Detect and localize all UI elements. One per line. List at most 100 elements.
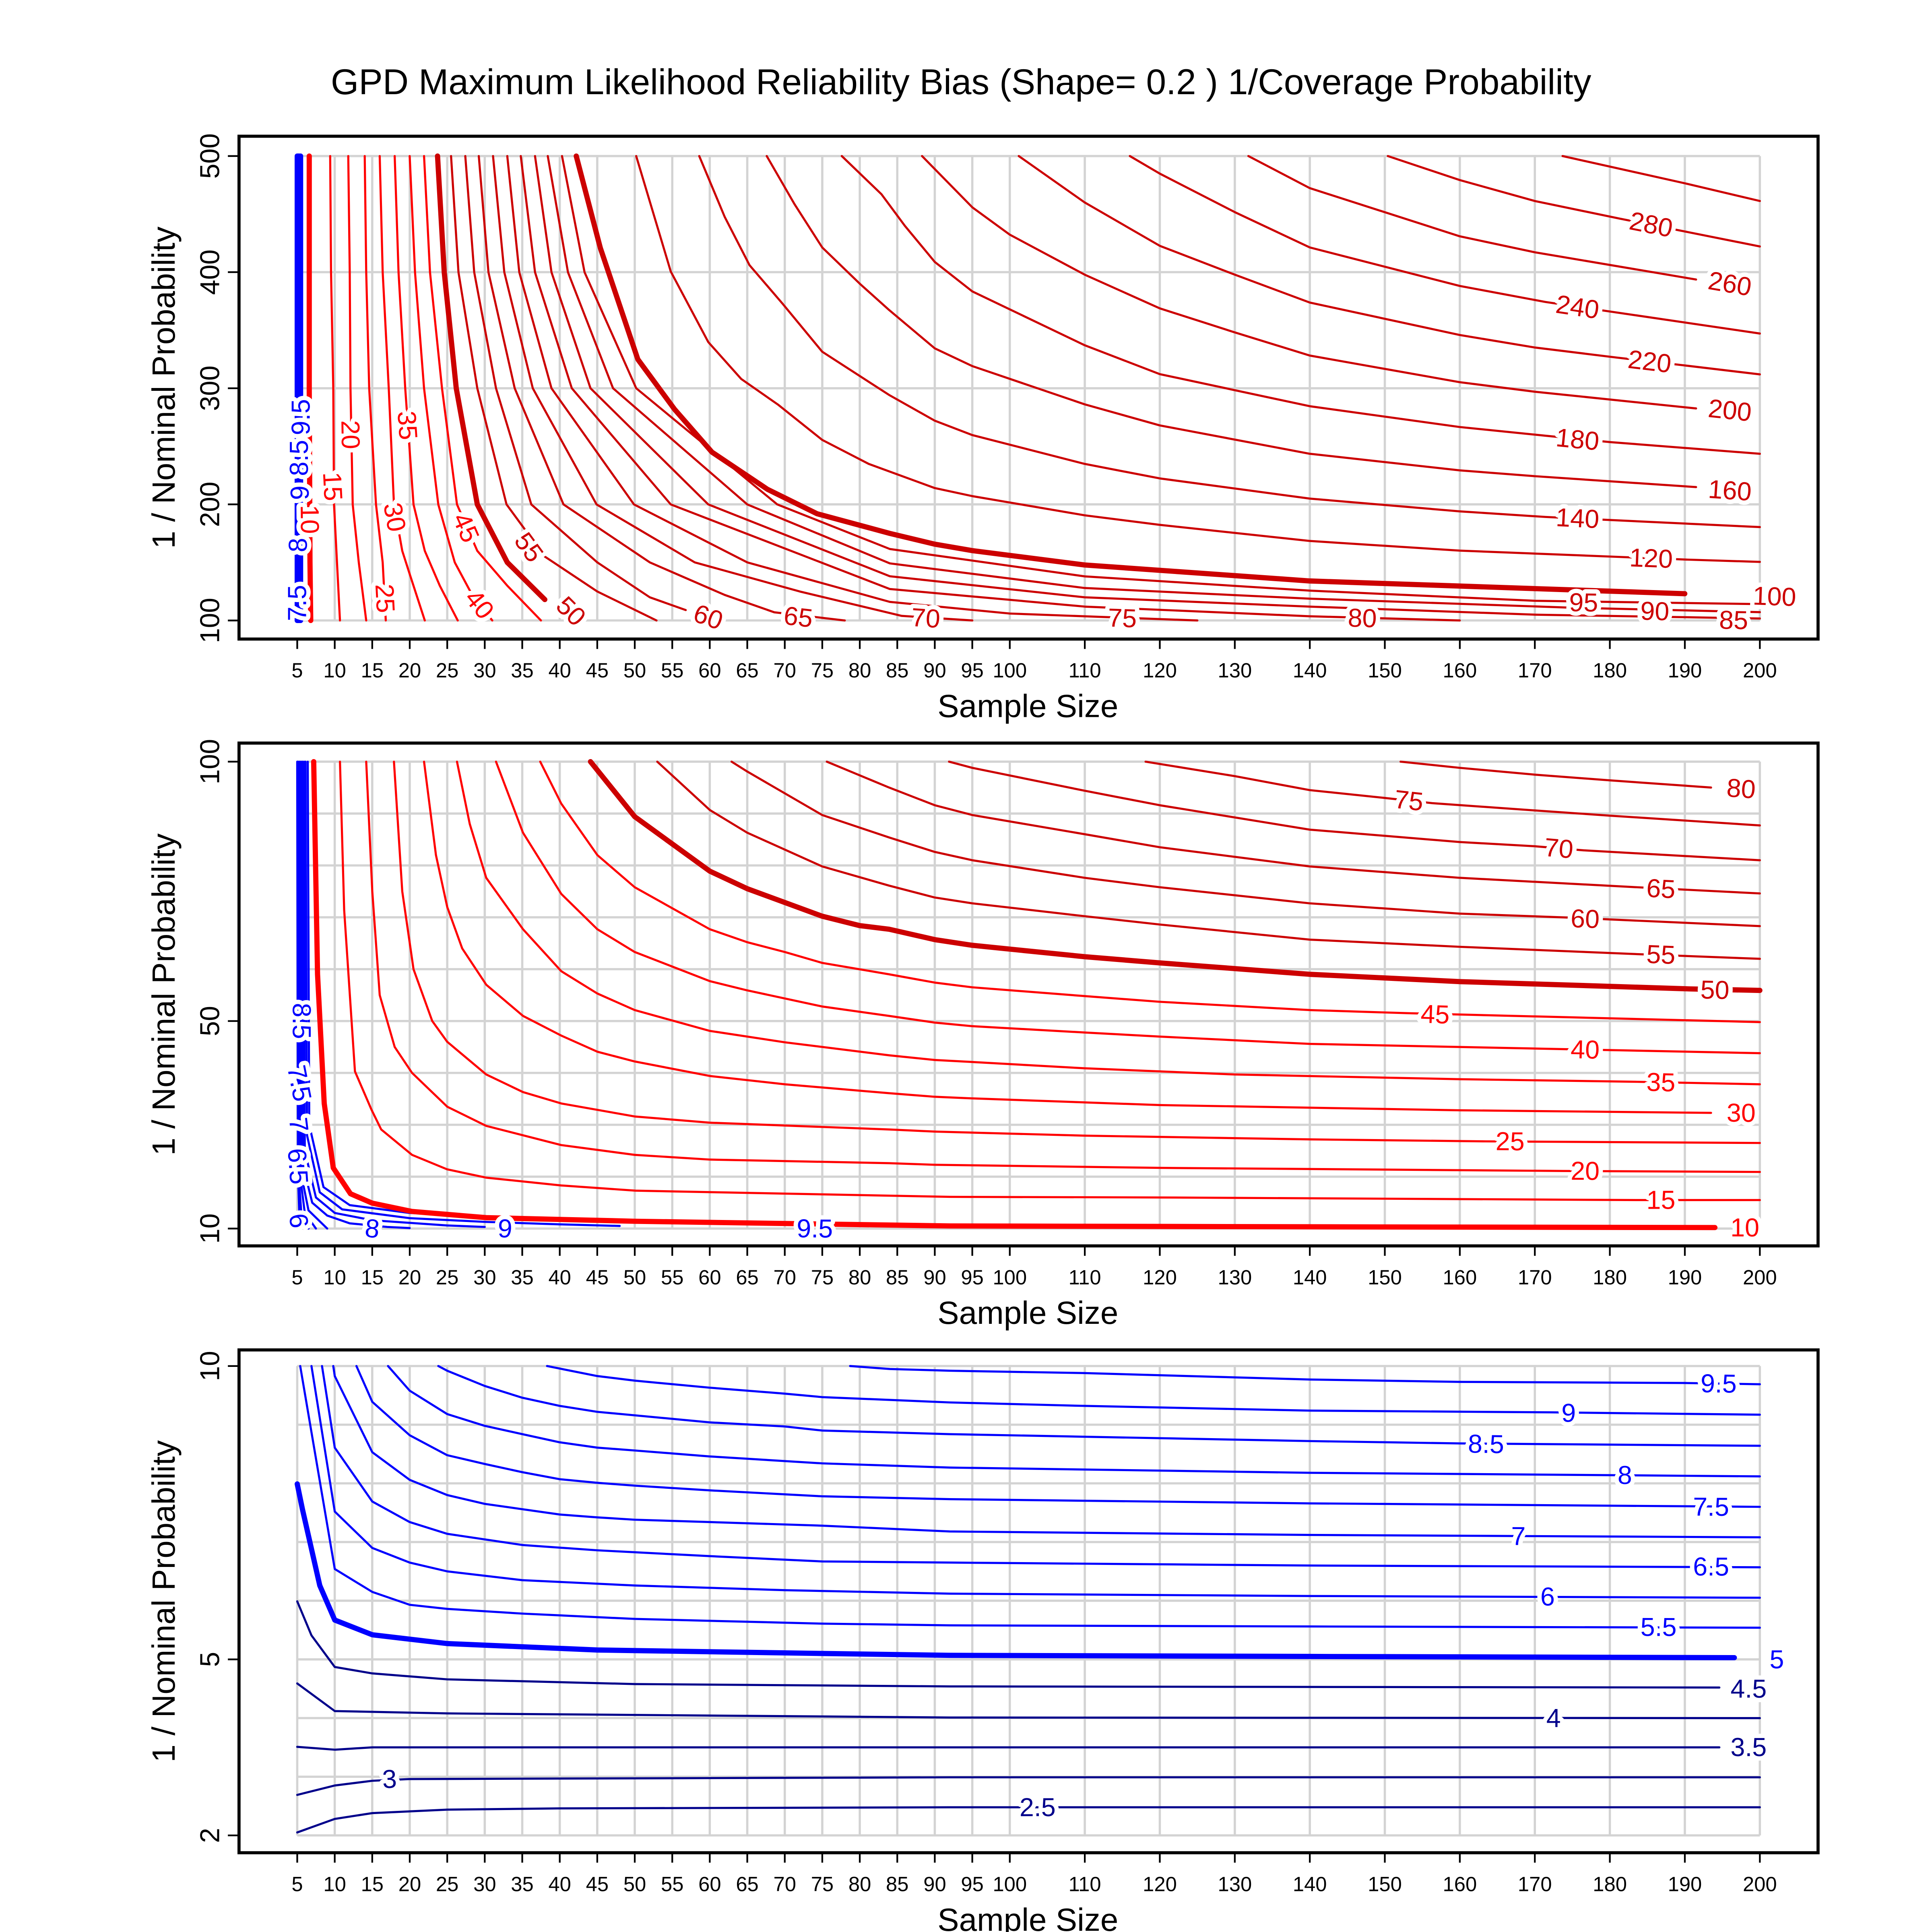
- contour-line-35: [394, 155, 459, 622]
- contour-line-6: [310, 1365, 1761, 1599]
- contour-label-9: 9: [1561, 1398, 1576, 1427]
- contour-line-2.5: [296, 1806, 1761, 1834]
- contour-label-5: 5: [1769, 1645, 1784, 1674]
- x-tick-label: 15: [361, 659, 384, 682]
- contour-line-50: [435, 153, 547, 603]
- contour-label-3.5: 3.5: [1730, 1733, 1767, 1762]
- x-tick-label: 5: [291, 1266, 303, 1289]
- figure-title: GPD Maximum Likelihood Reliability Bias …: [331, 62, 1591, 102]
- x-tick-label: 100: [993, 1872, 1027, 1895]
- x-tick-label: 150: [1368, 1872, 1402, 1895]
- y-tick-label: 100: [195, 598, 225, 643]
- contour-line-30: [423, 760, 1712, 1114]
- contour-line-30: [378, 155, 426, 622]
- x-tick-label: 40: [548, 659, 571, 682]
- x-tick-label: 35: [511, 659, 533, 682]
- contour-label-70: 70: [1543, 833, 1575, 864]
- contour-line-140: [698, 155, 1761, 528]
- contour-label-160: 160: [1707, 475, 1752, 506]
- x-tick-label: 75: [811, 659, 834, 682]
- contour-label-25: 25: [370, 583, 400, 614]
- contour-label-140: 140: [1555, 503, 1600, 534]
- contour-line-35: [456, 760, 1761, 1086]
- y-tick-label: 2: [195, 1828, 225, 1843]
- x-tick-label: 55: [661, 1266, 683, 1289]
- contour-label-85: 85: [1719, 605, 1748, 635]
- contour-label-9: 9: [497, 1214, 513, 1243]
- contour-line-160: [766, 155, 1697, 488]
- x-tick-label: 30: [473, 659, 496, 682]
- x-tick-label: 120: [1143, 1266, 1177, 1289]
- contour-line-80: [520, 155, 1461, 622]
- contour-line-10: [311, 759, 1718, 1230]
- contour-label-220: 220: [1627, 345, 1673, 378]
- x-tick-label: 70: [774, 1266, 796, 1289]
- contour-line-4.5: [296, 1600, 1721, 1689]
- panel-middle: 66.577.588.59 9.5 101520253035404550556065…: [146, 739, 1820, 1331]
- contour-line-180: [840, 155, 1761, 455]
- contour-line-280: [1387, 155, 1761, 248]
- x-tick-label: 60: [698, 1872, 721, 1895]
- contour-line-300: [1561, 155, 1761, 202]
- x-tick-label: 120: [1143, 659, 1177, 682]
- x-tick-label: 80: [848, 1266, 871, 1289]
- contour-label-20: 20: [336, 420, 365, 449]
- contour-label-55: 55: [1646, 939, 1676, 970]
- x-tick-label: 5: [291, 1872, 303, 1895]
- x-tick-label: 200: [1743, 1872, 1777, 1895]
- x-tick-label: 85: [886, 1872, 908, 1895]
- contour-line-5: [295, 1481, 1737, 1660]
- contour-line-9.5: [849, 1365, 1761, 1385]
- contour-label-90: 90: [1640, 597, 1670, 626]
- plot-frame: [237, 1348, 1820, 1854]
- contour-line-100: [574, 153, 1688, 597]
- y-tick-label: 300: [195, 365, 225, 411]
- contour-line-3.5: [296, 1746, 1721, 1751]
- contour-label-240: 240: [1554, 289, 1601, 324]
- contour-label-95: 95: [1569, 588, 1598, 617]
- contour-label-8: 8: [283, 538, 312, 552]
- contour-label-7: 7: [1511, 1522, 1525, 1551]
- contour-label-65: 65: [1646, 873, 1676, 904]
- contour-label-8.5: 8.5: [1468, 1429, 1505, 1459]
- contour-lines: [296, 759, 1763, 1230]
- x-tick-label: 160: [1443, 1872, 1477, 1895]
- x-tick-label: 180: [1593, 1872, 1627, 1895]
- y-axis-label: 1 / Nominal Probability: [146, 1440, 182, 1762]
- x-tick-label: 65: [736, 1266, 758, 1289]
- contour-line-80: [1399, 760, 1712, 789]
- plot-frame: [237, 741, 1820, 1248]
- contour-line-3: [296, 1776, 1761, 1796]
- contour-label-120: 120: [1629, 543, 1673, 574]
- contour-line-7.5: [300, 760, 328, 1230]
- contour-label-7.5: 7.5: [1693, 1492, 1729, 1521]
- contour-label-35: 35: [1646, 1067, 1676, 1097]
- x-tick-label: 100: [993, 1266, 1027, 1289]
- contour-label-30: 30: [1727, 1098, 1756, 1128]
- x-tick-label: 95: [961, 1266, 983, 1289]
- contour-line-120: [635, 155, 1761, 563]
- x-tick-label: 140: [1293, 1872, 1327, 1895]
- x-tick-label: 110: [1069, 1266, 1101, 1289]
- x-tick-label: 150: [1368, 1266, 1402, 1289]
- y-axis-label: 1 / Nominal Probability: [146, 834, 182, 1156]
- contour-line-8: [301, 760, 411, 1229]
- x-tick-label: 170: [1518, 659, 1552, 682]
- contour-line-10: [306, 153, 314, 623]
- contour-label-3: 3: [382, 1764, 397, 1794]
- x-tick-label: 160: [1443, 659, 1477, 682]
- contour-label-30: 30: [378, 500, 411, 534]
- y-tick-label: 10: [195, 1214, 225, 1244]
- contour-line-8.5: [303, 760, 486, 1228]
- contour-label-40: 40: [1570, 1035, 1600, 1064]
- x-tick-label: 70: [774, 1872, 796, 1895]
- contour-line-25: [363, 155, 387, 622]
- x-tick-label: 85: [886, 1266, 908, 1289]
- contour-line-260: [1247, 155, 1697, 281]
- contour-label-80: 80: [1726, 773, 1757, 804]
- contour-line-5.5: [299, 1365, 1761, 1629]
- x-tick-label: 30: [473, 1266, 496, 1289]
- x-tick-label: 130: [1218, 659, 1252, 682]
- contour-line-7.5: [355, 1365, 1761, 1508]
- x-tick-label: 130: [1218, 1872, 1252, 1895]
